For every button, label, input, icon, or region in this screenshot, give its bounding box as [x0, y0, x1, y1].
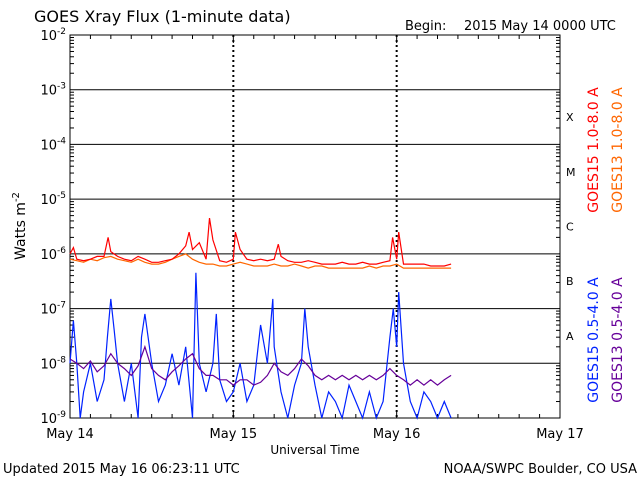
legend-entry-1: GOES13 1.0-8.0 A — [610, 87, 626, 213]
y-axis-label-text: Watts m — [13, 202, 29, 260]
y-tick-base: 10 — [40, 29, 57, 44]
y-tick-label: 10-5 — [40, 191, 66, 208]
y-tick-base: 10 — [40, 193, 57, 208]
updated-text: Updated 2015 May 16 06:23:11 UTC — [3, 462, 240, 477]
y-tick-exponent: -8 — [57, 355, 66, 365]
flare-class-label: A — [566, 330, 574, 343]
y-tick-exponent: -3 — [57, 82, 66, 92]
series-layer — [69, 218, 452, 421]
x-tick-label: May 14 — [46, 427, 94, 442]
begin-value: 2015 May 14 0000 UTC — [464, 19, 616, 34]
y-tick-label: 10-4 — [40, 136, 66, 153]
y-tick-exponent: -6 — [57, 246, 66, 256]
y-tick-exponent: -9 — [57, 410, 66, 420]
legend-entry-3: GOES13 0.5-4.0 A — [610, 277, 626, 403]
y-tick-exponent: -4 — [57, 136, 66, 146]
x-tick-label: May 17 — [536, 427, 584, 442]
credit-text: NOAA/SWPC Boulder, CO USA — [444, 462, 637, 477]
flare-class-label: C — [566, 221, 574, 234]
series-line-2 — [69, 272, 452, 421]
plot-area — [69, 34, 561, 419]
y-tick-label: 10-9 — [40, 410, 66, 427]
flare-class-labels: A B C M X — [566, 111, 576, 343]
y-tick-exponent: -2 — [57, 27, 66, 37]
grid — [69, 35, 561, 418]
y-tick-label: 10-6 — [40, 246, 66, 263]
chart-title: GOES Xray Flux (1-minute data) — [34, 7, 291, 26]
x-axis-label: Universal Time — [270, 443, 359, 457]
legend: GOES15 1.0-8.0 A GOES13 1.0-8.0 A GOES15 0… — [586, 87, 626, 403]
legend-entry-0: GOES15 1.0-8.0 A — [586, 87, 602, 213]
begin-label: Begin: — [405, 19, 446, 34]
y-ticks: 10-910-810-710-610-510-410-310-2 — [40, 27, 66, 427]
x-ticks: May 14 May 15 May 16 May 17 — [46, 427, 584, 442]
y-tick-label: 10-3 — [40, 82, 66, 99]
flare-class-label: X — [566, 111, 574, 124]
x-tick-label: May 15 — [210, 427, 258, 442]
y-tick-exponent: -5 — [57, 191, 66, 201]
y-axis-label-exponent: -2 — [11, 192, 22, 202]
y-tick-base: 10 — [40, 412, 57, 427]
series-line-3 — [69, 344, 452, 386]
y-axis-label: Watts m-2 — [11, 192, 29, 260]
x-tick-label: May 16 — [373, 427, 421, 442]
y-tick-base: 10 — [40, 303, 57, 318]
y-tick-base: 10 — [40, 84, 57, 99]
y-tick-base: 10 — [40, 138, 57, 153]
flare-class-label: B — [566, 275, 574, 288]
y-tick-label: 10-7 — [40, 301, 66, 318]
y-tick-label: 10-2 — [40, 27, 66, 44]
y-tick-base: 10 — [40, 357, 57, 372]
y-tick-base: 10 — [40, 248, 57, 263]
y-tick-label: 10-8 — [40, 355, 66, 372]
series-line-1 — [69, 218, 452, 267]
series-line-0 — [69, 253, 452, 269]
flare-class-label: M — [566, 166, 576, 179]
y-tick-exponent: -7 — [57, 301, 66, 311]
legend-entry-2: GOES15 0.5-4.0 A — [586, 277, 602, 403]
